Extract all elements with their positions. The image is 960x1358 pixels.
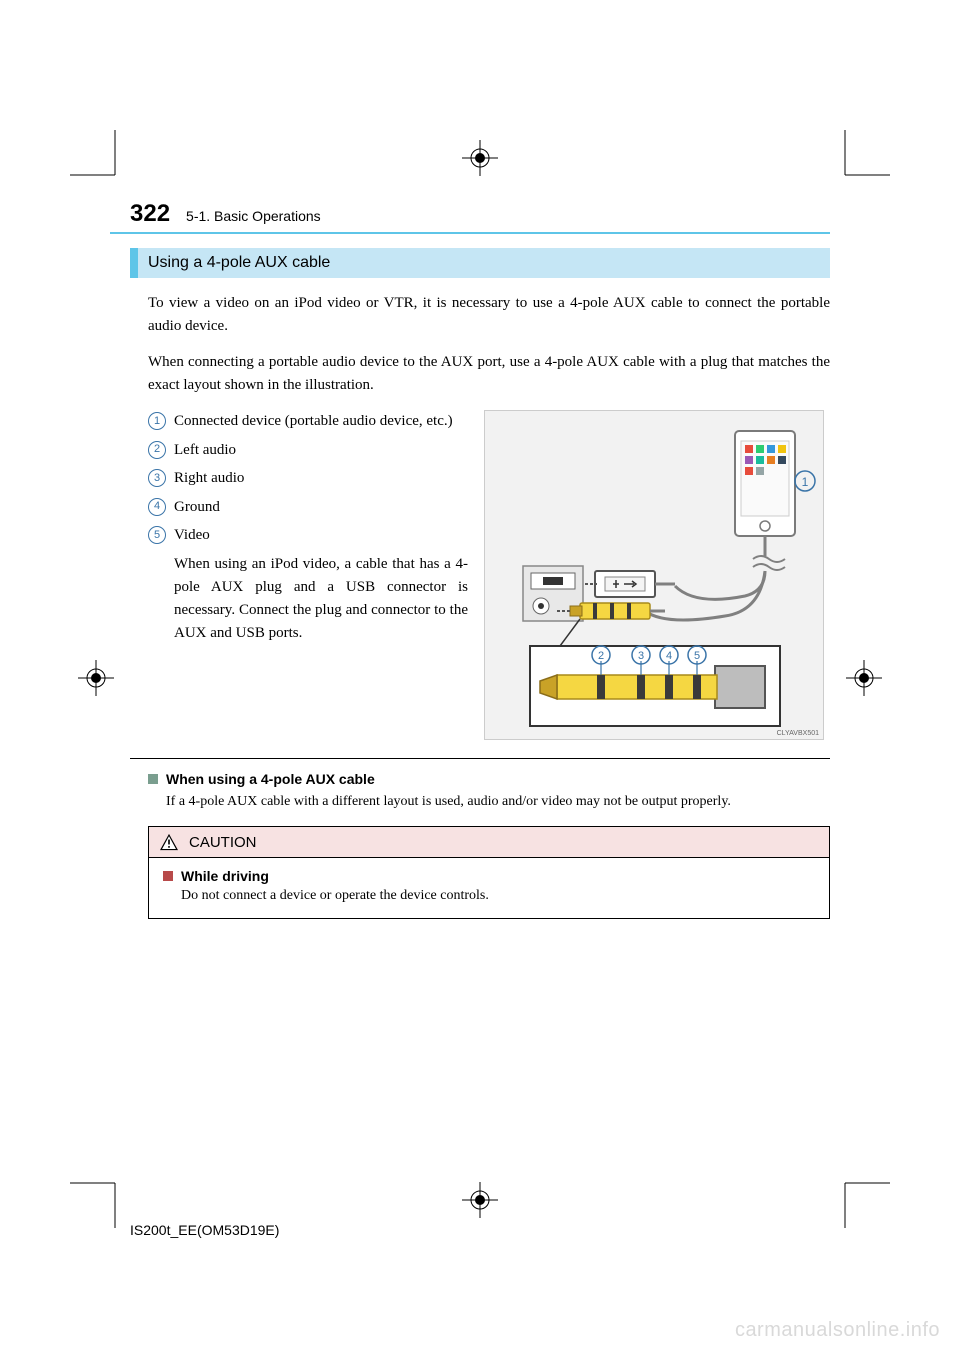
caution-subheading-row: While driving xyxy=(163,868,815,884)
list-item-text: Ground xyxy=(174,496,220,519)
watermark: carmanualsonline.info xyxy=(735,1319,940,1342)
registration-mark-right xyxy=(846,660,882,696)
list-item: 3 Right audio xyxy=(148,467,468,490)
chapter-title: 5-1. Basic Operations xyxy=(186,208,321,224)
svg-text:1: 1 xyxy=(802,475,809,489)
crop-mark-br xyxy=(830,1168,890,1228)
square-bullet-icon xyxy=(148,774,158,784)
list-item-text: Right audio xyxy=(174,467,244,490)
list-number-icon: 5 xyxy=(148,526,166,544)
list-item: 2 Left audio xyxy=(148,439,468,462)
svg-text:5: 5 xyxy=(694,650,700,662)
list-item: 4 Ground xyxy=(148,496,468,519)
list-number-icon: 4 xyxy=(148,498,166,516)
list-item-text: Connected device (portable audio device,… xyxy=(174,410,453,433)
note-body: If a 4-pole AUX cable with a different l… xyxy=(148,791,830,812)
followup-paragraph: When using an iPod video, a cable that h… xyxy=(148,553,468,646)
document-id: IS200t_EE(OM53D19E) xyxy=(130,1222,279,1238)
page-number: 322 xyxy=(130,200,170,228)
intro-paragraph-1: To view a video on an iPod video or VTR,… xyxy=(130,292,830,337)
note-block: When using a 4-pole AUX cable If a 4-pol… xyxy=(130,771,830,812)
caution-subheading: While driving xyxy=(181,868,269,884)
list-item: 5 Video xyxy=(148,524,468,547)
section-heading: Using a 4-pole AUX cable xyxy=(130,248,830,278)
square-bullet-icon xyxy=(163,871,173,881)
note-heading: When using a 4-pole AUX cable xyxy=(166,771,375,787)
list-number-icon: 1 xyxy=(148,412,166,430)
page-content: 322 5-1. Basic Operations Using a 4-pole… xyxy=(130,200,830,919)
list-item: 1 Connected device (portable audio devic… xyxy=(148,410,468,433)
header-rule xyxy=(110,232,830,234)
list-number-icon: 2 xyxy=(148,441,166,459)
divider xyxy=(130,758,830,759)
warning-icon xyxy=(159,833,179,851)
list-number-icon: 3 xyxy=(148,469,166,487)
two-column-layout: 1 Connected device (portable audio devic… xyxy=(130,410,830,740)
caution-header: CAUTION xyxy=(149,827,829,858)
list-item-text: Video xyxy=(174,524,210,547)
registration-mark-bottom xyxy=(462,1182,498,1218)
caution-box: CAUTION While driving Do not connect a d… xyxy=(148,826,830,919)
svg-text:4: 4 xyxy=(666,650,672,662)
page-header: 322 5-1. Basic Operations xyxy=(130,200,830,228)
crop-mark-bl xyxy=(70,1168,130,1228)
caution-body: While driving Do not connect a device or… xyxy=(149,858,829,918)
note-heading-row: When using a 4-pole AUX cable xyxy=(148,771,830,787)
caution-label: CAUTION xyxy=(189,834,257,851)
registration-mark-top xyxy=(462,140,498,176)
svg-text:3: 3 xyxy=(638,650,644,662)
list-item-text: Left audio xyxy=(174,439,236,462)
crop-mark-tl xyxy=(70,130,130,190)
svg-text:2: 2 xyxy=(598,650,604,662)
aux-cable-diagram: 1 xyxy=(484,410,824,740)
caution-text: Do not connect a device or operate the d… xyxy=(163,888,815,904)
diagram-container: 1 xyxy=(484,410,824,740)
numbered-list: 1 Connected device (portable audio devic… xyxy=(148,410,468,740)
intro-paragraph-2: When connecting a portable audio device … xyxy=(130,351,830,396)
crop-mark-tr xyxy=(830,130,890,190)
diagram-code: CLYAVBX501 xyxy=(777,730,819,737)
registration-mark-left xyxy=(78,660,114,696)
